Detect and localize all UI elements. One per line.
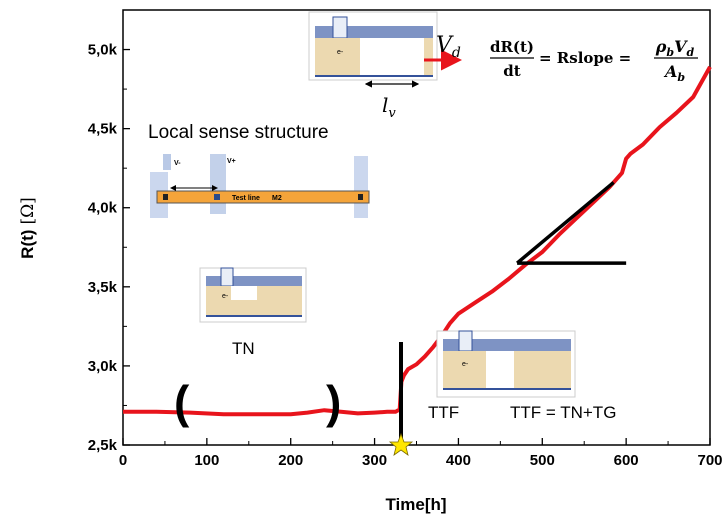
sense-pad-v-plus <box>210 154 226 214</box>
y-axis-title-main: R(t) <box>18 230 37 259</box>
eq-a-sub: b <box>677 71 685 84</box>
y-tick-label: 5,0k <box>88 42 118 59</box>
sense-contact-left <box>163 194 168 200</box>
tick-label-group: 0 100 200 300 400 500 600 700 2,5k 3,0k 3,5k 4,0k 4,… <box>88 42 723 469</box>
ttf-equation: TTF = TN+TG <box>510 403 616 422</box>
x-tick-label: 700 <box>697 452 722 469</box>
ttf-line-right <box>514 351 571 388</box>
tn-cap-layer <box>206 276 302 286</box>
metal-label: M2 <box>272 195 282 202</box>
x-axis-title: Time[h] <box>385 495 446 514</box>
x-tick-label: 300 <box>362 452 387 469</box>
eq-rhs-numerator: ρbVd <box>655 37 695 59</box>
vd-symbol-main: V <box>436 33 454 58</box>
sense-pad-right <box>354 156 368 218</box>
ttf-cap-layer <box>443 339 571 351</box>
x-tick-label: 400 <box>446 452 471 469</box>
tn-bracket-left: ( <box>174 376 190 428</box>
x-tick-label: 0 <box>119 452 127 469</box>
vd-symbol: Vd <box>436 33 461 61</box>
drift-line-right <box>424 38 433 76</box>
lv-symbol-main: l <box>382 93 388 117</box>
vd-symbol-sub: d <box>452 45 461 61</box>
eq-rho-sub: b <box>666 46 674 59</box>
lv-symbol: lv <box>382 93 396 121</box>
tn-bracket-right: ) <box>326 376 341 428</box>
test-line-bar <box>156 190 370 204</box>
sense-contact-mid <box>214 194 220 200</box>
ttf-electron-label: e- <box>462 361 469 368</box>
y-tick-label: 3,5k <box>88 279 118 296</box>
tn-line-right <box>257 286 302 316</box>
tn-label: TN <box>232 339 255 358</box>
ttf-void <box>486 351 514 388</box>
eq-a: A <box>663 62 677 81</box>
eq-numerator: dR(t) <box>490 38 534 56</box>
tn-line-left <box>206 286 231 316</box>
lv-symbol-sub: v <box>388 106 396 121</box>
x-tick-label: 200 <box>278 452 303 469</box>
local-sense-label: Local sense structure <box>148 122 329 143</box>
sense-structure-diagram: V- V+ Test line M2 <box>150 154 370 218</box>
sense-pad-v-minus <box>163 154 171 170</box>
eq-v: V <box>674 37 688 56</box>
tn-electron-label: e- <box>222 293 229 300</box>
slope-equation: dR(t) dt = Rslope = ρbVd Ab <box>490 37 698 84</box>
eq-rhs-denominator: Ab <box>663 62 685 84</box>
x-tick-label: 500 <box>530 452 555 469</box>
drift-void <box>360 38 424 72</box>
slope-line <box>516 181 615 265</box>
x-tick-label: 100 <box>194 452 219 469</box>
tn-void <box>231 286 257 300</box>
eq-denominator: dt <box>503 62 520 80</box>
tn-via <box>220 267 234 287</box>
v-minus-label: V- <box>174 160 181 167</box>
drift-electron-label: e- <box>337 49 344 56</box>
drift-via <box>332 16 348 39</box>
tick-group <box>122 48 711 446</box>
y-tick-label: 4,5k <box>88 121 118 138</box>
y-tick-label: 2,5k <box>88 437 118 454</box>
y-tick-label: 3,0k <box>88 358 118 375</box>
ttf-via <box>458 330 473 352</box>
eq-v-sub: d <box>687 46 695 59</box>
ttf-star-marker <box>388 432 414 456</box>
test-line-label: Test line <box>232 195 260 202</box>
y-axis-title-unit: [Ω] <box>18 197 38 224</box>
v-plus-label: V+ <box>227 158 236 165</box>
tn-void-diagram: e- <box>199 267 307 323</box>
tn-line-under-void <box>231 300 257 316</box>
ttf-void-diagram: e- <box>436 330 576 398</box>
eq-rho: ρ <box>655 37 667 56</box>
y-tick-label: 4,0k <box>88 200 118 217</box>
drift-void-diagram: e- <box>308 11 462 88</box>
x-tick-label: 600 <box>614 452 639 469</box>
ttf-line-left <box>443 351 486 388</box>
drift-line-left <box>315 38 360 76</box>
eq-middle: = Rslope = <box>539 49 631 67</box>
sense-contact-right <box>358 194 363 200</box>
y-axis-title: R(t) [Ω] <box>18 197 38 259</box>
ttf-label: TTF <box>428 403 459 422</box>
